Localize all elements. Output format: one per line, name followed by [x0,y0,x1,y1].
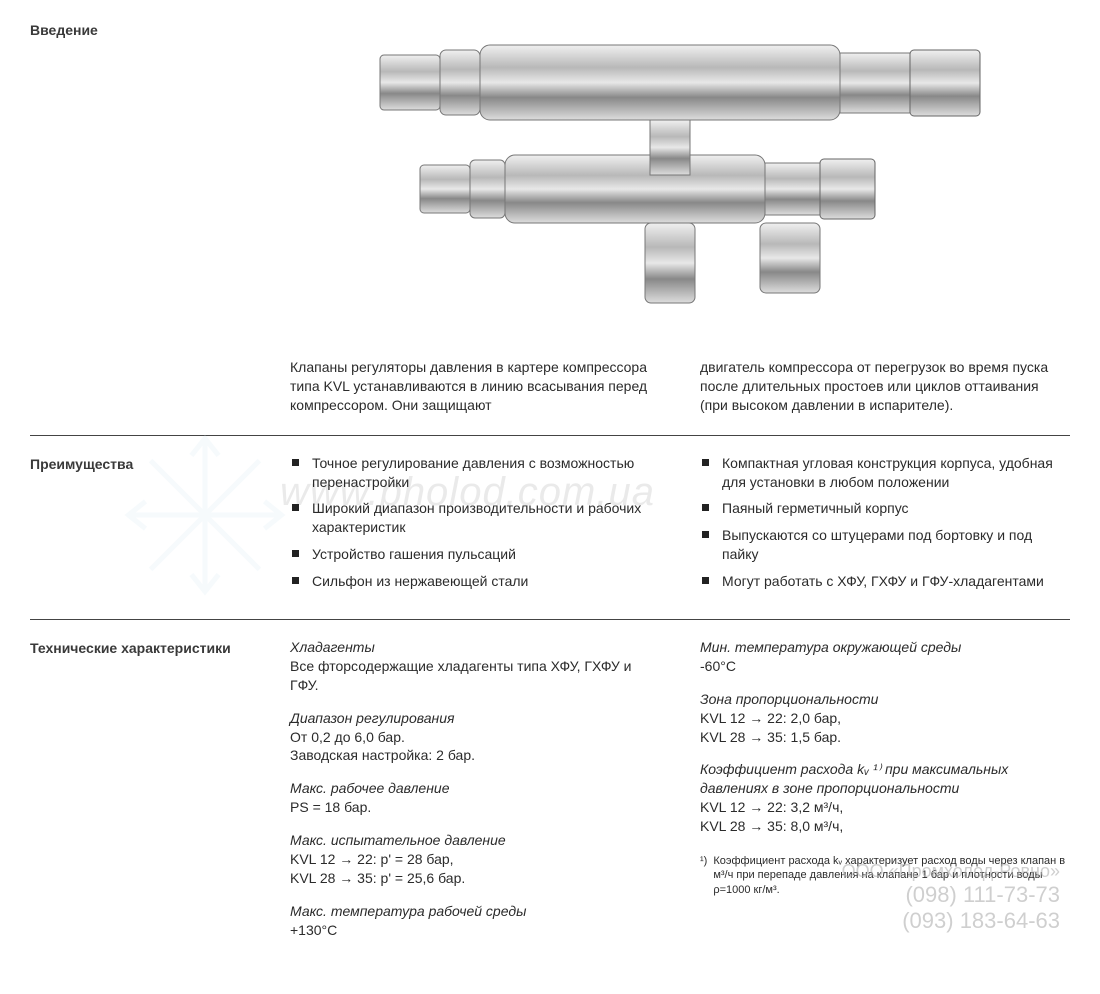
spec-block: Коэффициент расхода kᵥ ¹⁾ при максимальн… [700,760,1070,836]
section-advantages: Преимущества Точное регулирование давлен… [30,454,1070,599]
spec-value: PS = 18 бар. [290,798,660,817]
section-intro: Введение [30,20,1070,415]
footnote: ¹) Коэффициент расхода kᵥ характеризует … [700,854,1070,897]
spec-label: Макс. температура рабочей среды [290,902,660,921]
list-item: Широкий диапазон производительности и ра… [290,499,660,537]
specs-col-left: Хладагенты Все фторсодержащие хладагенты… [290,638,660,954]
spec-block: Хладагенты Все фторсодержащие хладагенты… [290,638,660,695]
intro-desc-left: Клапаны регуляторы давления в картере ко… [290,358,660,415]
spec-value: Все фторсодержащие хладагенты типа ХФУ, … [290,657,660,695]
list-item: Устройство гашения пульсаций [290,545,660,564]
spec-label: Мин. температура окружающей среды [700,638,1070,657]
intro-desc-right: двигатель компрессора от перегрузок во в… [700,358,1070,415]
section-title-specs: Технические характеристики [30,638,290,954]
spec-block: Макс. температура рабочей среды +130°C [290,902,660,940]
list-item: Могут работать с ХФУ, ГХФУ и ГФУ-хладаге… [700,572,1070,591]
advantages-list-right: Компактная угловая конструкция корпуса, … [700,454,1070,591]
spec-block: Диапазон регулирования От 0,2 до 6,0 бар… [290,709,660,766]
section-specs: Технические характеристики Хладагенты Вс… [30,638,1070,954]
list-item: Компактная угловая конструкция корпуса, … [700,454,1070,492]
spec-value: KVL 12 → 22: 3,2 м³/ч, KVL 28 → 35: 8,0 … [700,798,1070,836]
spec-label: Зона пропорциональности [700,690,1070,709]
section-title-intro: Введение [30,20,290,415]
list-item: Паяный герметичный корпус [700,499,1070,518]
spec-block: Зона пропорциональности KVL 12 → 22: 2,0… [700,690,1070,747]
spec-value: -60°C [700,657,1070,676]
separator [30,435,1070,436]
specs-col-right: Мин. температура окружающей среды -60°C … [700,638,1070,954]
advantages-list-left: Точное регулирование давления с возможно… [290,454,660,591]
list-item: Выпускаются со штуцерами под бортовку и … [700,526,1070,564]
list-item: Точное регулирование давления с возможно… [290,454,660,492]
spec-value: От 0,2 до 6,0 бар. Заводская настройка: … [290,728,660,766]
footnote-number: ¹) [700,854,707,897]
section-title-advantages: Преимущества [30,454,290,599]
spec-block: Макс. рабочее давление PS = 18 бар. [290,779,660,817]
spec-label: Коэффициент расхода kᵥ ¹⁾ при максимальн… [700,760,1070,798]
spec-label: Макс. испытательное давление [290,831,660,850]
spec-block: Макс. испытательное давление KVL 12 → 22… [290,831,660,888]
spec-value: +130°C [290,921,660,940]
list-item: Сильфон из нержавеющей стали [290,572,660,591]
spec-value: KVL 12 → 22: p' = 28 бар, KVL 28 → 35: p… [290,850,660,888]
footnote-text: Коэффициент расхода kᵥ характеризует рас… [713,854,1070,897]
spec-block: Мин. температура окружающей среды -60°C [700,638,1070,676]
spec-label: Макс. рабочее давление [290,779,660,798]
spec-label: Хладагенты [290,638,660,657]
spec-label: Диапазон регулирования [290,709,660,728]
separator [30,619,1070,620]
spec-value: KVL 12 → 22: 2,0 бар, KVL 28 → 35: 1,5 б… [700,709,1070,747]
product-image [290,20,1050,340]
